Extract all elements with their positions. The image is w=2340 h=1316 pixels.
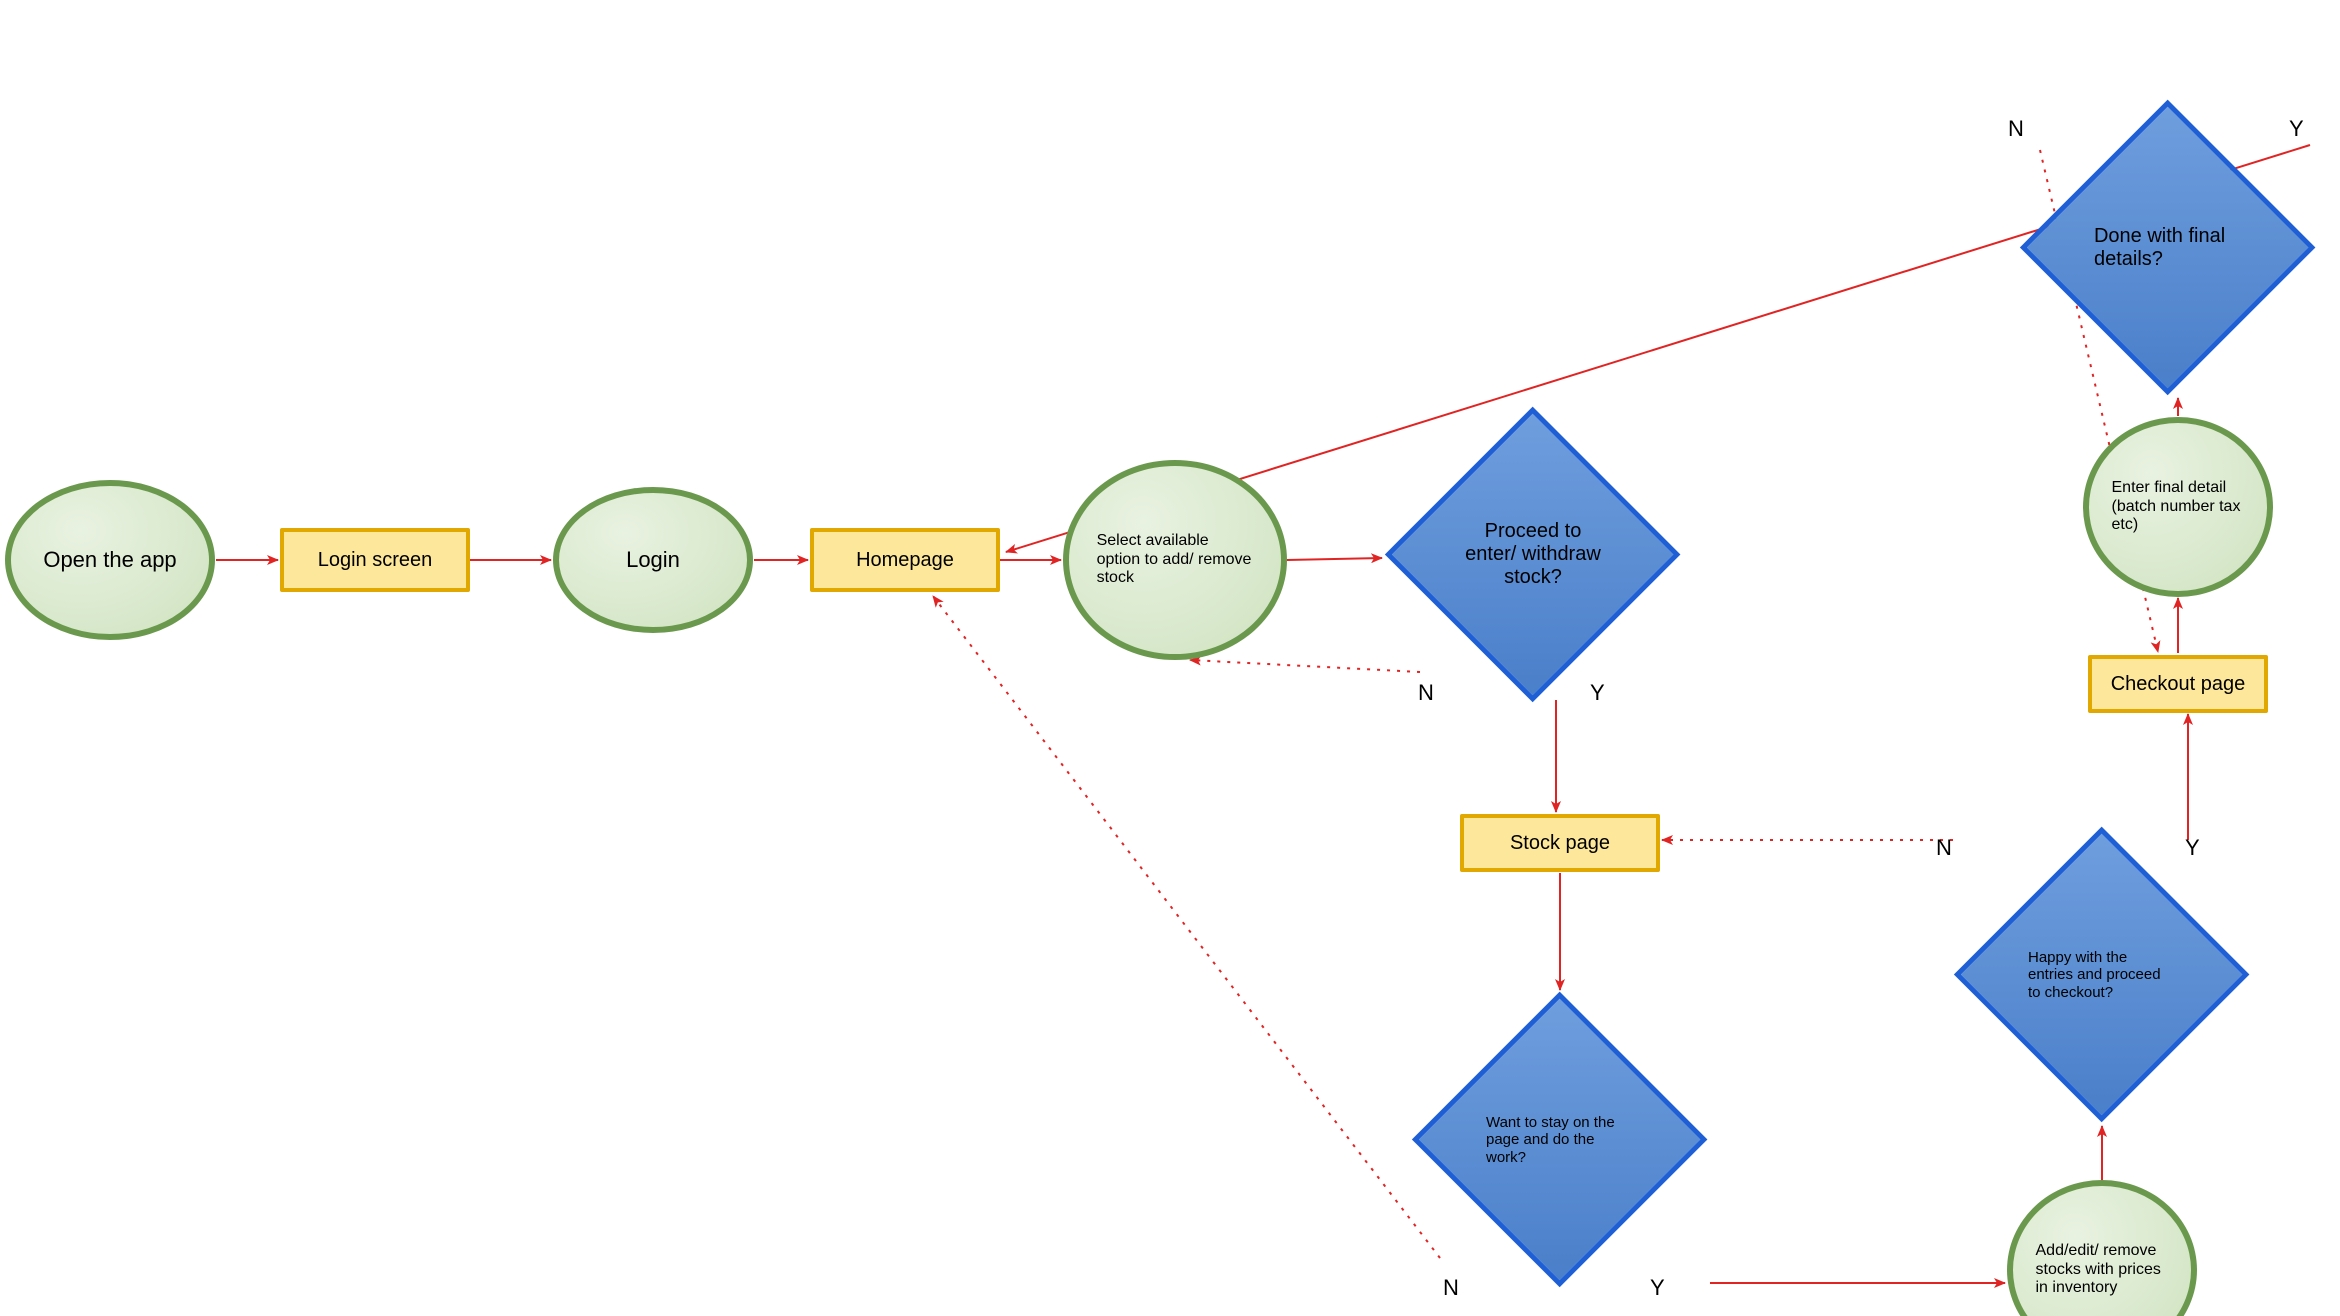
branch-label-proceed-y: Y bbox=[1590, 680, 1605, 706]
node-label: Add/edit/ remove stocks with prices in i… bbox=[2030, 1236, 2175, 1303]
branch-label-happy-n: N bbox=[1936, 835, 1952, 861]
node-stock-page: Stock page bbox=[1460, 814, 1660, 872]
edge-select-option-to-proceed bbox=[1287, 558, 1382, 560]
branch-label-stay-n: N bbox=[1443, 1275, 1459, 1301]
edge-stay-n-to-homepage bbox=[933, 596, 1440, 1258]
node-stay-page: Want to stay on the page and do the work… bbox=[1455, 1035, 1664, 1244]
node-login-screen: Login screen bbox=[280, 528, 470, 592]
node-done-final: Done with final details? bbox=[2063, 143, 2272, 352]
edge-proceed-n-to-select-option bbox=[1190, 660, 1420, 672]
node-label: Login screen bbox=[312, 543, 439, 578]
node-login: Login bbox=[553, 487, 753, 633]
node-label: Login bbox=[620, 541, 686, 578]
flowchart-canvas: Open the app Login screen Login Homepage Sel… bbox=[0, 0, 2340, 1316]
branch-label-happy-y: Y bbox=[2185, 835, 2200, 861]
node-label: Happy with the entries and proceed to ch… bbox=[2028, 949, 2176, 1001]
node-happy: Happy with the entries and proceed to ch… bbox=[1997, 870, 2206, 1079]
node-label: Proceed to enter/ withdraw stock? bbox=[1459, 520, 1607, 589]
node-label: Done with final details? bbox=[2094, 225, 2242, 271]
branch-label-done-n: N bbox=[2008, 116, 2024, 142]
node-label: Stock page bbox=[1504, 826, 1616, 861]
node-enter-final: Enter final detail (batch number tax etc… bbox=[2083, 417, 2273, 597]
node-homepage: Homepage bbox=[810, 528, 1000, 592]
node-label: Open the app bbox=[37, 541, 182, 578]
branch-label-proceed-n: N bbox=[1418, 680, 1434, 706]
node-label: Want to stay on the page and do the work… bbox=[1486, 1114, 1634, 1166]
node-proceed: Proceed to enter/ withdraw stock? bbox=[1428, 450, 1637, 659]
node-select-option: Select available option to add/ remove s… bbox=[1063, 460, 1287, 660]
node-checkout: Checkout page bbox=[2088, 655, 2268, 713]
node-label: Checkout page bbox=[2105, 667, 2252, 702]
node-label: Select available option to add/ remove s… bbox=[1091, 526, 1260, 593]
node-label: Enter final detail (batch number tax etc… bbox=[2106, 473, 2251, 540]
branch-label-done-y: Y bbox=[2289, 116, 2304, 142]
node-add-edit: Add/edit/ remove stocks with prices in i… bbox=[2007, 1180, 2197, 1316]
node-open-app: Open the app bbox=[5, 480, 215, 640]
node-label: Homepage bbox=[850, 543, 960, 578]
branch-label-stay-y: Y bbox=[1650, 1275, 1665, 1301]
